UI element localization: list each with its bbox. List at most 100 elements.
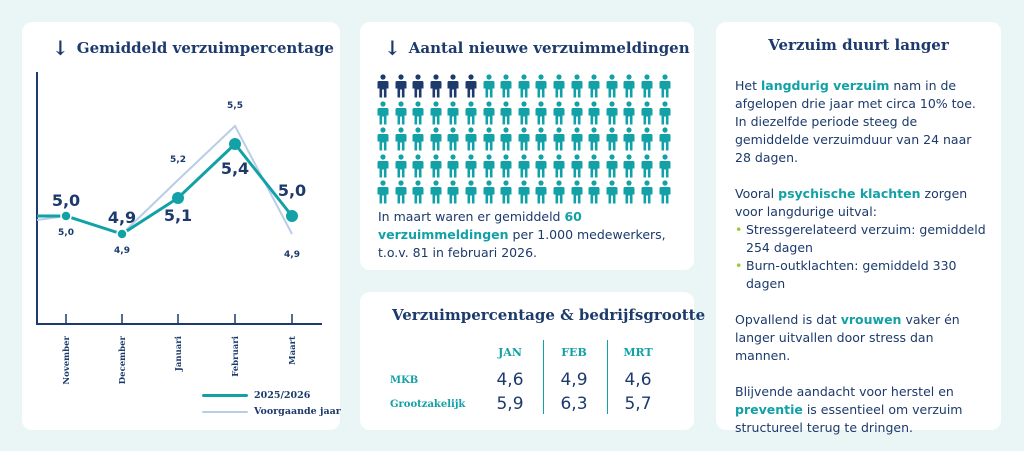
person-icon <box>518 127 530 151</box>
paragraph-women: Opvallend is dat vrouwen vaker én langer… <box>735 312 960 363</box>
duration-card: Verzuim duurt langer Het langdurig verzu… <box>716 22 1001 435</box>
person-icon <box>553 100 565 124</box>
person-icon <box>377 74 389 98</box>
legend-item-current: 2025/2026 <box>202 390 310 401</box>
legend-label-previous: Voorgaande jaar <box>254 406 341 417</box>
list-item: Stressgerelateerd verzuim: gemiddeld 254… <box>735 221 990 257</box>
person-icon <box>483 153 495 177</box>
person-icon <box>395 100 407 124</box>
person-icon <box>447 100 459 124</box>
legend-item-previous: Voorgaande jaar <box>202 406 341 417</box>
person-icon <box>430 100 442 124</box>
highlight-reports: 60 verzuimmeldingen <box>378 209 582 242</box>
person-icon <box>659 127 671 151</box>
person-icon <box>606 74 618 98</box>
x-tick-label: December <box>118 335 128 384</box>
person-icon <box>377 180 389 204</box>
x-tick-label: Maart <box>288 336 298 365</box>
table-cell: 6,3 <box>560 394 588 414</box>
data-point-current <box>60 210 72 222</box>
legend-label-current: 2025/2026 <box>254 390 311 401</box>
person-icon <box>518 180 530 204</box>
person-icon <box>395 127 407 151</box>
new-reports-text: In maart waren er gemiddeld 60 verzuimme… <box>378 209 666 260</box>
person-icon <box>412 153 424 177</box>
data-label-current: 5,4 <box>221 159 249 178</box>
person-icon <box>377 127 389 151</box>
person-icon <box>518 100 530 124</box>
person-icon <box>641 100 653 124</box>
person-icon <box>412 127 424 151</box>
person-icon <box>465 153 477 177</box>
person-icon <box>535 127 547 151</box>
person-icon <box>623 100 635 124</box>
data-label-previous: 4,9 <box>284 250 300 260</box>
person-icon <box>377 153 389 177</box>
person-icon <box>500 180 512 204</box>
person-icon <box>483 100 495 124</box>
person-icon <box>447 153 459 177</box>
table-cell: 4,9 <box>560 370 588 390</box>
table-cell: 5,7 <box>624 394 652 414</box>
absence-rate-title: ↓ Gemiddeld verzuimpercentage <box>52 36 334 60</box>
person-icon <box>659 74 671 98</box>
new-reports-card: ↓ Aantal nieuwe verzuimmeldingen <box>360 22 694 270</box>
person-icon <box>571 100 583 124</box>
person-icon <box>571 127 583 151</box>
person-icon <box>553 180 565 204</box>
person-icon <box>465 180 477 204</box>
person-icon <box>606 127 618 151</box>
person-icon <box>447 74 459 98</box>
person-icon <box>447 180 459 204</box>
table-cell: 4,6 <box>496 370 524 390</box>
person-icon <box>465 127 477 151</box>
person-icon <box>535 153 547 177</box>
absence-rate-chart: November December Januari Februari Maart 5,0 4… <box>36 72 322 385</box>
person-icon <box>483 180 495 204</box>
person-icon <box>430 74 442 98</box>
data-point-current <box>286 210 298 222</box>
legend-swatch-current <box>202 394 248 397</box>
person-icon <box>606 180 618 204</box>
x-tick-label: Januari <box>174 335 184 372</box>
person-icon <box>606 153 618 177</box>
person-icon <box>430 180 442 204</box>
person-icon <box>553 153 565 177</box>
person-icon <box>377 100 389 124</box>
bullet-list: Stressgerelateerd verzuim: gemiddeld 254… <box>735 221 990 293</box>
row-label-grootzakelijk: Grootzakelijk <box>390 399 466 410</box>
legend-swatch-previous <box>202 410 248 413</box>
person-icon <box>465 100 477 124</box>
person-icon <box>465 74 477 98</box>
person-icon <box>535 100 547 124</box>
person-icon <box>500 74 512 98</box>
absence-rate-card: ↓ Gemiddeld verzuimpercentage November Dec… <box>22 22 341 430</box>
person-icon <box>571 74 583 98</box>
person-icon <box>483 74 495 98</box>
data-label-current: 5,0 <box>52 191 80 210</box>
data-label-current: 5,0 <box>278 181 306 200</box>
person-icon <box>447 127 459 151</box>
person-icon <box>588 74 600 98</box>
duration-title: Verzuim duurt langer <box>768 36 949 54</box>
person-icon <box>500 127 512 151</box>
person-icon <box>623 153 635 177</box>
data-point-current <box>116 228 128 240</box>
person-icon <box>588 153 600 177</box>
person-icon <box>395 74 407 98</box>
person-icon <box>623 180 635 204</box>
person-icon <box>430 153 442 177</box>
data-point-current <box>172 192 184 204</box>
paragraph-psychological: Vooral psychische klachten zorgen voor l… <box>735 185 990 293</box>
data-label-previous: 5,5 <box>227 101 243 111</box>
person-icon <box>588 127 600 151</box>
new-reports-title: ↓ Aantal nieuwe verzuimmeldingen <box>384 36 690 60</box>
person-icon <box>535 180 547 204</box>
arrow-down-icon: ↓ <box>384 36 401 60</box>
person-icon <box>623 74 635 98</box>
person-icon <box>641 74 653 98</box>
person-icon <box>500 153 512 177</box>
person-icon <box>395 153 407 177</box>
data-label-previous: 5,2 <box>170 155 186 165</box>
company-size-title: Verzuimpercentage & bedrijfsgrootte <box>392 306 706 324</box>
